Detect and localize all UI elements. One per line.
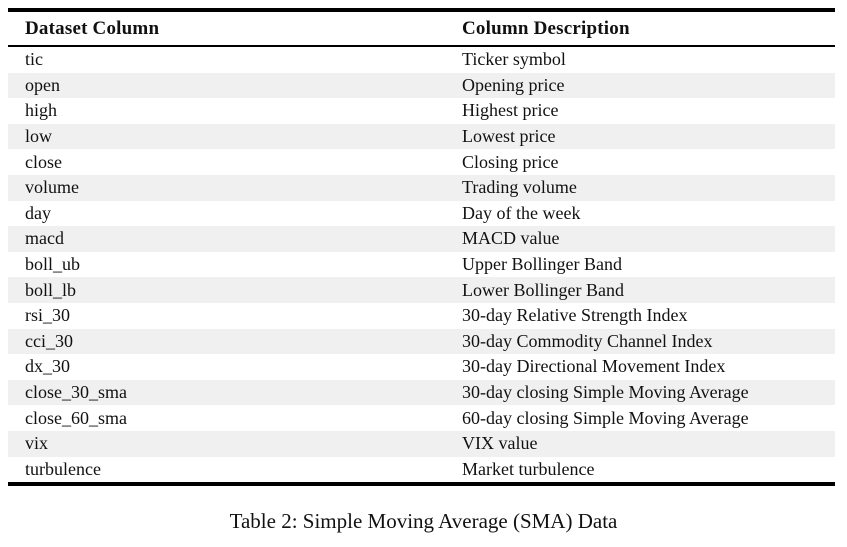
column-description-cell: MACD value (462, 228, 560, 249)
dataset-column-cell: day (25, 202, 51, 223)
dataset-column-cell: vix (25, 433, 49, 454)
table-row-high: high Highest price (8, 98, 835, 124)
table-row-low: low Lowest price (8, 123, 835, 150)
table-header-row: Dataset Column Column Description (8, 12, 835, 47)
dataset-column-cell: rsi_30 (25, 305, 70, 326)
dataset-column-cell: close_60_sma (25, 407, 127, 428)
dataset-column-cell: close (25, 151, 62, 172)
table-row-cci-30: cci_30 30-day Commodity Channel Index (8, 328, 835, 355)
dataset-column-cell: boll_ub (25, 254, 81, 275)
table-row-macd: macd MACD value (8, 226, 835, 252)
table-row-turbulence: turbulence Market turbulence (8, 457, 835, 483)
dataset-column-cell: turbulence (25, 458, 101, 479)
table-caption: Table 2: Simple Moving Average (SMA) Dat… (229, 509, 618, 533)
column-description-cell: Market turbulence (462, 458, 595, 479)
table-row-vix: vix VIX value (8, 430, 835, 457)
header-dataset-column: Dataset Column (25, 17, 160, 39)
dataset-column-cell: close_30_sma (25, 382, 127, 403)
column-description-cell: Highest price (462, 100, 559, 121)
column-description-cell: VIX value (462, 433, 538, 454)
table-row-day: day Day of the week (8, 201, 835, 227)
table-row-tic: tic Ticker symbol (8, 47, 835, 73)
column-description-cell: 30-day Commodity Channel Index (462, 330, 713, 351)
table-row-boll-ub: boll_ub Upper Bollinger Band (8, 252, 835, 278)
table-row-volume: volume Trading volume (8, 174, 835, 201)
table-row-boll-lb: boll_lb Lower Bollinger Band (8, 277, 835, 303)
dataset-column-cell: high (25, 100, 58, 121)
column-description-cell: Upper Bollinger Band (462, 254, 622, 275)
dataset-column-cell: boll_lb (25, 279, 77, 300)
table-row-dx-30: dx_30 30-day Directional Movement Index (8, 354, 835, 380)
column-description-cell: Trading volume (462, 177, 577, 198)
dataset-column-cell: volume (25, 177, 79, 198)
column-description-cell: 30-day closing Simple Moving Average (462, 382, 749, 403)
dataset-column-cell: macd (25, 228, 64, 249)
column-description-cell: Lowest price (462, 126, 556, 147)
column-description-cell: Closing price (462, 151, 559, 172)
header-column-description: Column Description (462, 17, 630, 39)
dataset-column-cell: low (25, 126, 52, 147)
table-row-close-30-sma: close_30_sma 30-day closing Simple Movin… (8, 379, 835, 406)
table-body: tic Ticker symbol open Opening price hig… (8, 47, 835, 482)
column-description-cell: Day of the week (462, 202, 581, 223)
column-description-cell: Opening price (462, 74, 565, 95)
dataset-columns-table: Dataset Column Column Description tic Ti… (8, 8, 835, 487)
dataset-column-cell: tic (25, 49, 43, 70)
column-description-cell: Ticker symbol (462, 49, 566, 70)
dataset-column-cell: dx_30 (25, 356, 70, 377)
table-row-close: close Closing price (8, 149, 835, 175)
table-row-open: open Opening price (8, 72, 835, 99)
dataset-column-cell: cci_30 (25, 330, 73, 351)
table-row-rsi-30: rsi_30 30-day Relative Strength Index (8, 303, 835, 329)
column-description-cell: 30-day Directional Movement Index (462, 356, 726, 377)
column-description-cell: 30-day Relative Strength Index (462, 305, 688, 326)
column-description-cell: 60-day closing Simple Moving Average (462, 407, 749, 428)
dataset-column-cell: open (25, 74, 60, 95)
table-row-close-60-sma: close_60_sma 60-day closing Simple Movin… (8, 405, 835, 431)
column-description-cell: Lower Bollinger Band (462, 279, 624, 300)
